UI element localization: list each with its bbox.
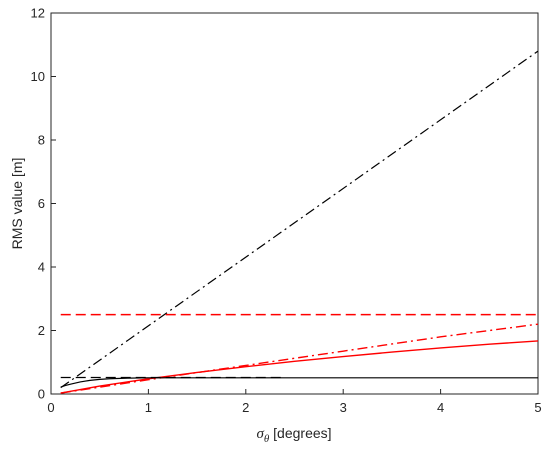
x-tick-label: 0 xyxy=(47,400,54,415)
x-axis-subscript: θ xyxy=(264,433,270,445)
y-tick-label: 0 xyxy=(38,387,45,402)
y-tick-label: 8 xyxy=(38,133,45,148)
y-tick-label: 2 xyxy=(38,323,45,338)
x-tick-label: 1 xyxy=(145,400,152,415)
series-layer xyxy=(60,50,539,394)
y-axis-label: RMS value [m] xyxy=(9,158,25,250)
x-tick-label: 4 xyxy=(437,400,444,415)
y-tick-label: 12 xyxy=(31,6,45,21)
series-line-3 xyxy=(60,323,539,394)
x-axis-unit: [degrees] xyxy=(269,425,331,441)
x-axis-symbol: σ xyxy=(256,426,264,442)
plot-area xyxy=(50,12,539,395)
x-tick-label: 3 xyxy=(340,400,347,415)
y-tick-label: 4 xyxy=(38,260,45,275)
x-axis-label: σθ [degrees] xyxy=(256,425,331,445)
y-tick-label: 6 xyxy=(38,196,45,211)
series-line-6 xyxy=(60,377,538,388)
series-line-1 xyxy=(60,50,539,389)
series-line-4 xyxy=(60,340,539,394)
x-tick-label: 2 xyxy=(242,400,249,415)
x-tick-label: 5 xyxy=(534,400,541,415)
y-tick-label: 10 xyxy=(31,69,45,84)
